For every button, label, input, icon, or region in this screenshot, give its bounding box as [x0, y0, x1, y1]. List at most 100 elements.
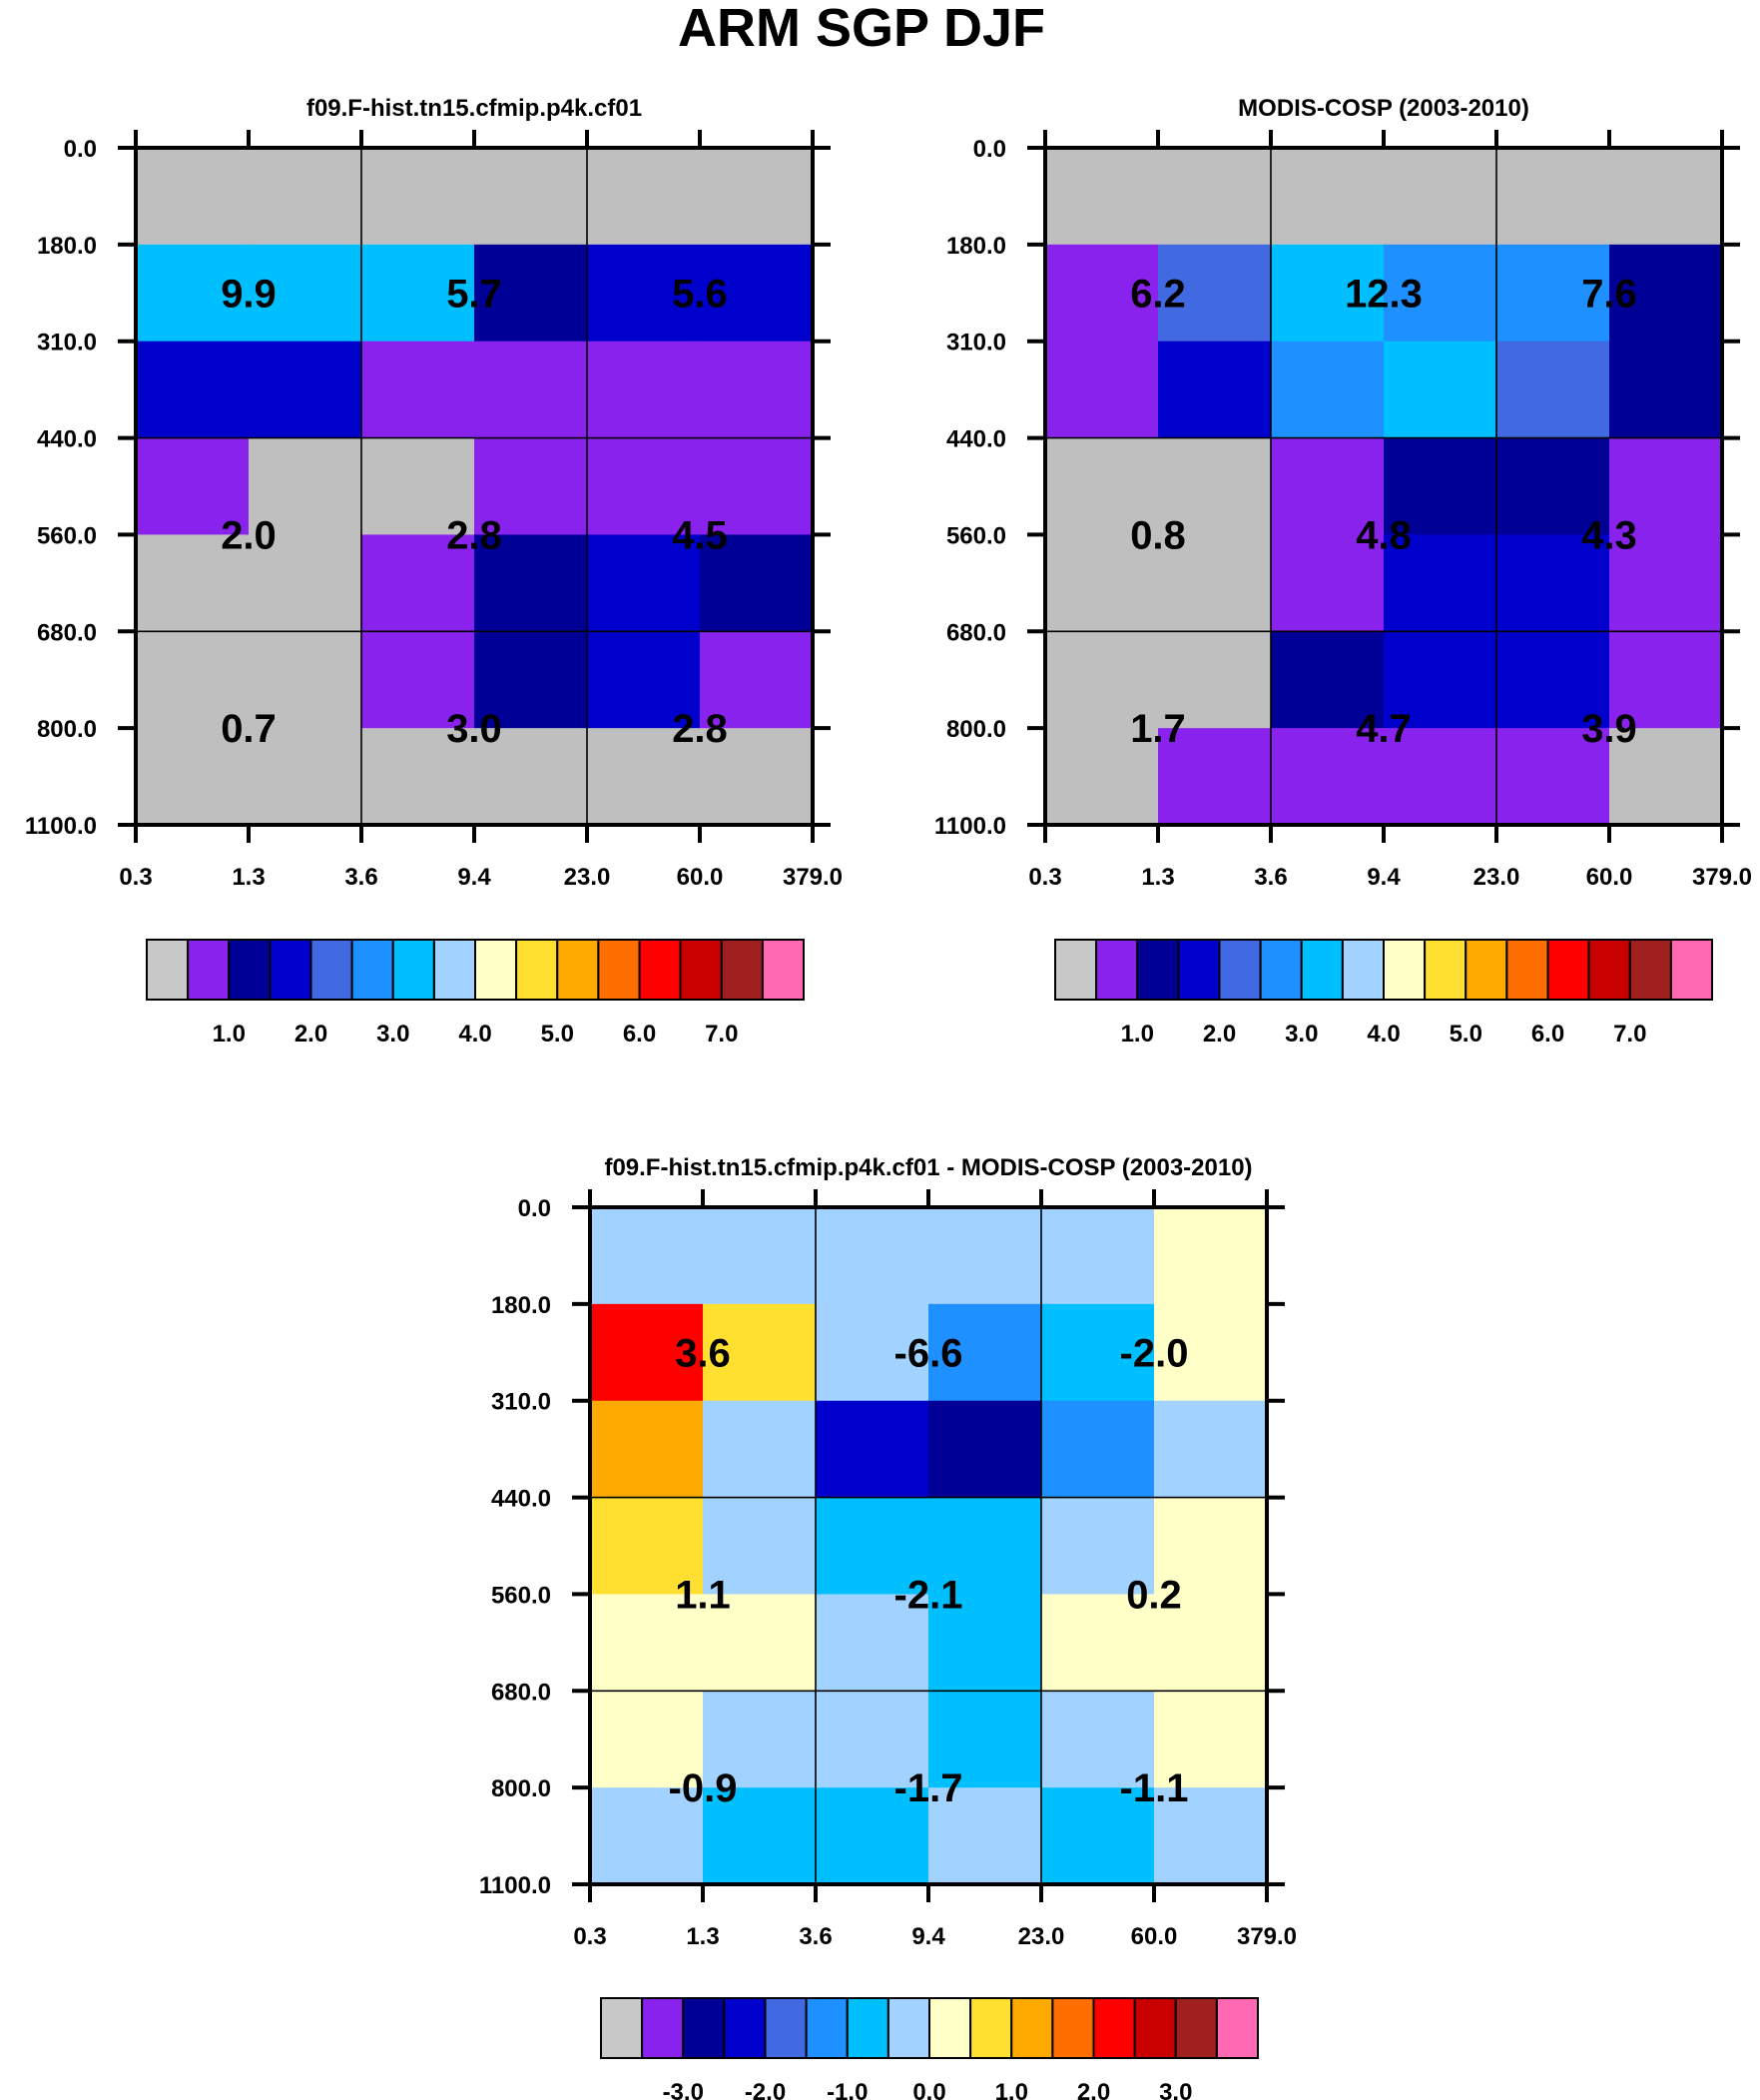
heatmap-cell [474, 534, 588, 632]
colorbar-label: 6.0 [623, 1021, 656, 1048]
colorbar-label: 2.0 [1203, 1021, 1236, 1048]
colorbar-label: 1.0 [1121, 1021, 1154, 1048]
heatmap-cell [361, 728, 475, 826]
cell-value-label: 5.6 [672, 272, 728, 316]
heatmap-cell [1496, 341, 1610, 439]
y-tick-label: 560.0 [946, 522, 1006, 549]
heatmap-cell [1496, 534, 1610, 632]
colorbar-box [1051, 1997, 1095, 2059]
heatmap-cell [587, 728, 701, 826]
colorbar-label: 3.0 [1285, 1021, 1318, 1048]
colorbar-label: -1.0 [827, 2079, 868, 2100]
heatmap-cell [1041, 1207, 1155, 1305]
heatmap-cell [136, 244, 250, 343]
heatmap-cell [136, 631, 250, 729]
heatmap-cell [136, 437, 250, 535]
colorbar-box [1505, 939, 1549, 1001]
heatmap-cell [249, 437, 362, 535]
heatmap-cell [1041, 1497, 1155, 1595]
heatmap-cell [1271, 148, 1385, 246]
heatmap-cell [1045, 631, 1159, 729]
heatmap-cell [1609, 148, 1723, 246]
heatmap-cell [1384, 728, 1497, 826]
heatmap-cell [1158, 534, 1272, 632]
heatmap-cell [1609, 244, 1723, 343]
heatmap-cell [1384, 534, 1497, 632]
cell-value-label: 1.1 [675, 1573, 731, 1617]
colorbar-box [309, 939, 353, 1001]
cell-value-label: 5.7 [446, 272, 502, 316]
cell-value-label: 2.8 [672, 707, 728, 751]
colorbar-box [1383, 939, 1427, 1001]
colorbar-box [1424, 939, 1467, 1001]
y-tick-label: 0.0 [973, 136, 1006, 163]
x-tick-label: 0.3 [573, 1923, 606, 1950]
colorbar-label: 3.0 [376, 1021, 409, 1048]
colorbar-label: 1.0 [995, 2079, 1028, 2100]
cell-value-label: -1.7 [894, 1766, 963, 1810]
heatmap-cell [1045, 534, 1159, 632]
heatmap-cell [700, 244, 814, 343]
x-tick-label: 9.4 [911, 1923, 945, 1950]
heatmap-cell [703, 1691, 817, 1788]
heatmap-cell [249, 341, 362, 439]
heatmap-cell [1154, 1691, 1268, 1788]
cell-value-label: 2.0 [221, 513, 277, 557]
colorbar: 1.0 2.0 3.0 4.0 5.0 6.0 7.0 [146, 939, 805, 1048]
colorbar-box [679, 939, 723, 1001]
y-tick-label: 560.0 [491, 1582, 551, 1609]
heatmap-cell [928, 1207, 1042, 1305]
colorbar-box [1133, 1997, 1177, 2059]
cell-value-label: -2.0 [1120, 1331, 1189, 1375]
x-tick-label: 3.6 [799, 1923, 832, 1950]
heatmap-cell [587, 631, 701, 729]
heatmap-cell [1609, 341, 1723, 439]
heatmap-cell [1271, 341, 1385, 439]
cell-value-label: 9.9 [221, 272, 277, 316]
x-tick-label: 23.0 [1018, 1923, 1065, 1950]
x-tick-label: 9.4 [1367, 864, 1401, 891]
x-tick-label: 23.0 [1473, 864, 1520, 891]
panel-title: f09.F-hist.tn15.cfmip.p4k.cf01 - MODIS-C… [604, 1154, 1252, 1181]
heatmap-cell [816, 1787, 929, 1885]
colorbar-label: 6.0 [1531, 1021, 1564, 1048]
colorbar-label: 2.0 [1077, 2079, 1110, 2100]
heatmap-cell [587, 148, 701, 246]
heatmap-cell [1154, 1594, 1268, 1692]
colorbar-box [764, 1997, 808, 2059]
heatmap-cell [703, 1303, 817, 1402]
y-tick-label: 0.0 [64, 136, 97, 163]
colorbar-box [515, 939, 559, 1001]
cell-value-label: 7.6 [1581, 272, 1637, 316]
heatmap-cell [1154, 1400, 1268, 1499]
colorbar-label: 3.0 [1159, 2079, 1192, 2100]
y-tick-label: 180.0 [946, 233, 1006, 260]
colorbar-box [597, 939, 641, 1001]
colorbar: 1.0 2.0 3.0 4.0 5.0 6.0 7.0 [1054, 939, 1713, 1048]
heatmap-cell [590, 1497, 704, 1595]
heatmap-cell [1271, 728, 1385, 826]
y-tick-label: 1100.0 [479, 1872, 551, 1899]
colorbar-label: -2.0 [745, 2079, 786, 2100]
heatmap-cell [928, 1594, 1042, 1692]
colorbar-box [1341, 939, 1385, 1001]
colorbar-box [146, 939, 190, 1001]
heatmap-cell [474, 341, 588, 439]
y-tick-label: 800.0 [491, 1775, 551, 1802]
cell-value-label: 12.3 [1345, 272, 1423, 316]
heatmap-cell [816, 1691, 929, 1788]
heatmap-cell [587, 244, 701, 343]
heatmap-cell [1384, 244, 1497, 343]
y-tick-label: 1100.0 [934, 813, 1006, 840]
colorbar-label: 4.0 [1367, 1021, 1400, 1048]
cell-value-label: -6.6 [894, 1331, 963, 1375]
heatmap-cell [703, 1497, 817, 1595]
x-tick-label: 1.3 [232, 864, 265, 891]
heatmap-cell [700, 631, 814, 729]
y-tick-label: 180.0 [491, 1292, 551, 1319]
x-tick-label: 60.0 [1131, 1923, 1178, 1950]
heatmap-cell [587, 534, 701, 632]
panel-3: f09.F-hist.tn15.cfmip.p4k.cf01 - MODIS-C… [479, 1154, 1297, 2100]
heatmap-cell [136, 341, 250, 439]
cell-value-label: 0.8 [1130, 513, 1186, 557]
